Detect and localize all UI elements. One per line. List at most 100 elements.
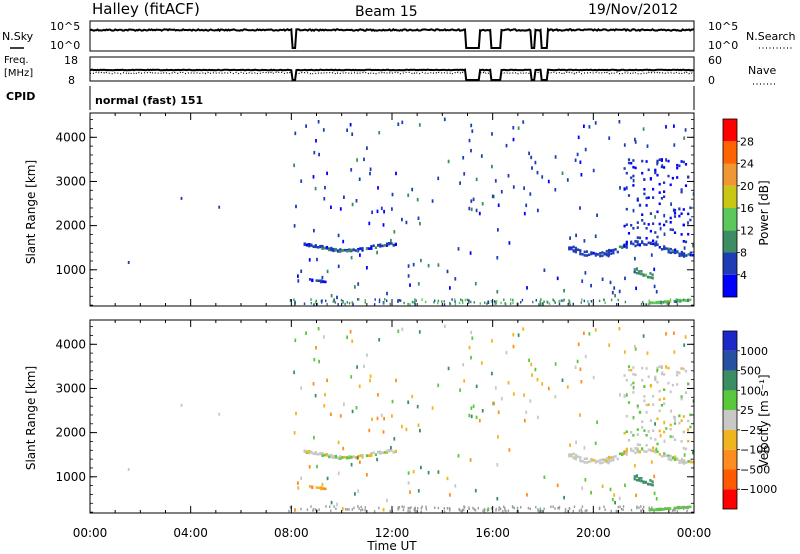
scatter-cell bbox=[325, 299, 327, 303]
scatter-cell bbox=[663, 452, 666, 455]
scatter-cell bbox=[692, 243, 694, 248]
scatter-cell bbox=[369, 171, 371, 176]
scatter-cell bbox=[564, 508, 567, 511]
scatter-cell bbox=[649, 276, 652, 279]
scatter-cell bbox=[531, 373, 533, 377]
scatter-cell bbox=[599, 461, 602, 465]
scatter-cell bbox=[384, 298, 386, 301]
scatter-cell bbox=[495, 507, 497, 511]
scatter-cell bbox=[638, 450, 641, 454]
colorbar-swatch bbox=[723, 185, 737, 209]
scatter-cell bbox=[324, 280, 327, 284]
scatter-cell bbox=[407, 193, 410, 197]
scatter-cell bbox=[321, 247, 324, 250]
scatter-cell bbox=[556, 483, 559, 488]
scatter-cell bbox=[685, 461, 688, 464]
scatter-cell bbox=[607, 248, 611, 252]
scatter-cell bbox=[610, 509, 612, 513]
scatter-cell bbox=[358, 384, 361, 388]
scatter-cell bbox=[636, 447, 639, 450]
scatter-cell bbox=[368, 428, 371, 433]
scatter-cell bbox=[326, 378, 328, 383]
scatter-cell bbox=[649, 483, 652, 486]
scatter-cell bbox=[632, 184, 635, 187]
scatter-cell bbox=[494, 302, 496, 305]
scatter-cell bbox=[512, 333, 515, 337]
scatter-cell bbox=[623, 143, 626, 147]
scatter-cell bbox=[669, 247, 672, 251]
scatter-cell bbox=[374, 298, 376, 301]
scatter-cell bbox=[127, 468, 130, 471]
scatter-cell bbox=[605, 459, 608, 463]
scatter-cell bbox=[632, 227, 635, 230]
scatter-cell bbox=[579, 413, 581, 417]
scatter-cell bbox=[577, 455, 580, 458]
scatter-cell bbox=[364, 301, 366, 304]
scatter-cell bbox=[655, 508, 658, 512]
scatter-cell bbox=[669, 423, 672, 427]
scatter-cell bbox=[541, 382, 544, 386]
scatter-cell bbox=[673, 508, 675, 512]
scatter-cell bbox=[648, 508, 651, 511]
scatter-cell bbox=[369, 374, 372, 378]
scatter-cell bbox=[667, 249, 670, 252]
scatter-cell bbox=[473, 301, 475, 304]
scatter-cell bbox=[655, 447, 658, 451]
scatter-cell bbox=[317, 279, 320, 283]
scatter-cell bbox=[553, 299, 555, 303]
scatter-cell bbox=[611, 497, 614, 502]
scatter-cell bbox=[494, 386, 497, 390]
scatter-cell bbox=[543, 507, 545, 510]
scatter-cell bbox=[569, 443, 571, 447]
scatter-cell bbox=[674, 455, 677, 459]
scatter-cell bbox=[680, 251, 683, 255]
scatter-cell bbox=[300, 179, 303, 183]
scatter-cell bbox=[454, 300, 456, 303]
scatter-cell bbox=[678, 254, 681, 258]
scatter-cell bbox=[671, 228, 674, 232]
scatter-cell bbox=[596, 213, 598, 217]
scatter-cell bbox=[632, 366, 635, 369]
scatter-cell bbox=[590, 283, 592, 288]
scatter-cell bbox=[474, 509, 477, 512]
scatter-cell bbox=[337, 264, 340, 269]
scatter-cell bbox=[310, 298, 312, 301]
scatter-cell bbox=[638, 243, 641, 247]
scatter-cell bbox=[579, 459, 582, 463]
scatter-cell bbox=[580, 380, 583, 384]
scatter-cell bbox=[401, 217, 403, 222]
scatter-cell bbox=[355, 199, 358, 203]
scatter-cell bbox=[603, 459, 606, 463]
scatter-cell bbox=[526, 286, 528, 290]
scatter-cell bbox=[685, 254, 688, 257]
scatter-cell bbox=[516, 506, 519, 510]
scatter-cell bbox=[687, 460, 690, 463]
scatter-cell bbox=[357, 282, 360, 286]
scatter-cell bbox=[568, 507, 571, 510]
scatter-cell bbox=[389, 509, 391, 513]
scatter-cell bbox=[323, 404, 326, 408]
scatter-cell bbox=[667, 457, 670, 461]
scatter-cell bbox=[675, 300, 678, 304]
scatter-cell bbox=[683, 298, 685, 302]
scatter-cell bbox=[584, 147, 587, 152]
scatter-cell bbox=[539, 509, 542, 513]
scatter-cell bbox=[638, 203, 642, 207]
scatter-cell bbox=[673, 416, 677, 419]
scatter-cell bbox=[630, 368, 633, 372]
scatter-cell bbox=[470, 355, 472, 360]
scatter-cell bbox=[605, 250, 608, 253]
scatter-cell bbox=[692, 450, 694, 455]
scatter-cell bbox=[319, 451, 322, 455]
scatter-cell bbox=[581, 486, 584, 490]
scatter-cell bbox=[468, 507, 470, 510]
scatter-cell bbox=[647, 403, 650, 406]
scatter-cell bbox=[655, 290, 658, 294]
scatter-cell bbox=[407, 506, 409, 510]
scatter-cell bbox=[636, 236, 639, 239]
scatter-cell bbox=[653, 474, 656, 479]
x-tick-label: 12:00 bbox=[375, 526, 410, 540]
scatter-cell bbox=[370, 453, 373, 456]
scatter-cell bbox=[418, 123, 421, 127]
scatter-cell bbox=[359, 454, 362, 457]
